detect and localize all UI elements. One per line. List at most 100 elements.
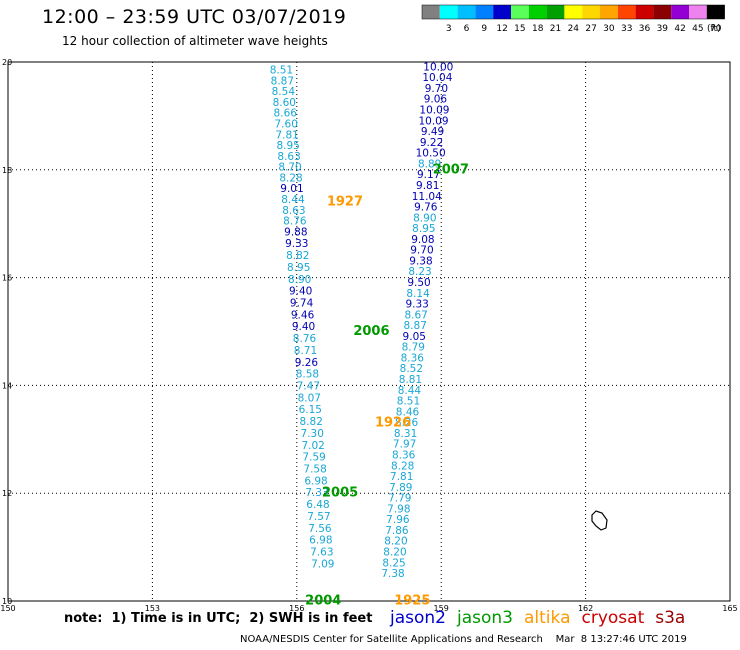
color-scale-swatch bbox=[600, 5, 618, 19]
swh-data-label: 7.59 bbox=[302, 452, 325, 464]
swh-data-label: 7.81 bbox=[390, 471, 413, 483]
color-scale-label: 21 bbox=[550, 24, 561, 34]
swh-data-label: 8.36 bbox=[392, 449, 416, 461]
color-scale-swatch bbox=[582, 5, 600, 19]
y-tick-labels: 10 12 14 16 18 20 bbox=[2, 58, 12, 606]
swh-data-label: 8.95 bbox=[287, 262, 310, 274]
x-tick-label: 156 bbox=[289, 604, 304, 613]
swh-data-label: 7.09 bbox=[311, 558, 334, 570]
color-scale-label: 27 bbox=[585, 24, 596, 34]
color-scale-unit: (ft) bbox=[707, 24, 721, 34]
swh-data-label: 8.44 bbox=[398, 385, 422, 397]
swh-data-label: 8.89 bbox=[418, 158, 441, 170]
y-tick-label: 14 bbox=[2, 381, 12, 390]
swh-data-label: 8.20 bbox=[384, 536, 407, 548]
swh-data-label: 7.89 bbox=[389, 482, 412, 494]
color-scale-label: 6 bbox=[464, 24, 470, 34]
swh-data-label: 7.56 bbox=[308, 523, 332, 535]
swh-data-label: 8.79 bbox=[402, 342, 425, 354]
swh-data-label: 7.97 bbox=[393, 439, 416, 451]
altimeter-tracks: 8.518.878.548.608.667.607.818.958.638.70… bbox=[270, 61, 454, 580]
swh-data-label: 10.04 bbox=[422, 72, 452, 84]
swh-data-label: 9.05 bbox=[403, 331, 426, 343]
swh-data-label: 9.01 bbox=[280, 183, 303, 195]
swh-data-label: 9.50 bbox=[407, 277, 430, 289]
color-scale-label: 45 bbox=[692, 24, 703, 34]
swh-data-label: 8.20 bbox=[383, 546, 406, 558]
page-subtitle: 12 hour collection of altimeter wave hei… bbox=[62, 34, 328, 48]
swh-data-label: 8.36 bbox=[401, 352, 425, 364]
swh-data-label: 8.67 bbox=[404, 309, 427, 321]
swh-data-label: 7.58 bbox=[303, 463, 326, 475]
color-scale-label: 70 bbox=[710, 24, 722, 34]
pass-number-label: 2006 bbox=[353, 324, 389, 339]
swh-data-label: 7.02 bbox=[301, 440, 324, 452]
swh-data-label: 8.90 bbox=[288, 274, 311, 286]
swh-data-label: 8.87 bbox=[404, 320, 427, 332]
y-tick-label: 16 bbox=[2, 274, 12, 283]
swh-data-label: 7.86 bbox=[385, 525, 409, 537]
swh-data-label: 7.33 bbox=[305, 487, 328, 499]
swh-data-label: 9.70 bbox=[425, 83, 448, 95]
color-scale-swatch bbox=[564, 5, 583, 19]
x-tick-label: 159 bbox=[434, 604, 449, 613]
swh-data-label: 8.07 bbox=[298, 392, 321, 404]
pass-number-labels: 1927 2007 2006 1926 2005 1925 2004 bbox=[305, 162, 469, 608]
swh-data-label: 7.98 bbox=[387, 503, 410, 515]
swh-data-label: 8.14 bbox=[406, 288, 430, 300]
swh-data-label: 9.81 bbox=[416, 180, 439, 192]
swh-data-label: 8.23 bbox=[408, 266, 431, 278]
swh-data-label: 6.98 bbox=[309, 535, 332, 547]
swh-data-label: 7.79 bbox=[388, 493, 411, 505]
pass-number-label: 2004 bbox=[305, 594, 341, 609]
color-scale-swatch bbox=[617, 5, 636, 19]
color-scale-swatch bbox=[671, 5, 689, 19]
color-scale-swatch bbox=[653, 5, 672, 19]
swh-data-label: 8.82 bbox=[286, 250, 309, 262]
color-scale-swatch bbox=[457, 5, 476, 19]
color-scale-swatch bbox=[546, 5, 565, 19]
footer-credit: NOAA/NESDIS Center for Satellite Applica… bbox=[240, 634, 687, 645]
swh-data-label: 8.81 bbox=[399, 374, 422, 386]
swh-data-label: 9.38 bbox=[409, 255, 432, 267]
legend-item-jason2: jason2 bbox=[390, 608, 446, 628]
swh-data-label: 11.04 bbox=[412, 191, 442, 203]
swh-data-label: 9.33 bbox=[405, 299, 428, 311]
island-outline bbox=[591, 510, 608, 531]
color-scale-swatch bbox=[528, 5, 547, 19]
grid-lines bbox=[8, 62, 730, 601]
color-scale-label: 33 bbox=[621, 24, 632, 34]
swh-data-label: 7.47 bbox=[297, 380, 320, 392]
swh-data-label: 10.00 bbox=[423, 61, 453, 73]
color-scale-label: 36 bbox=[639, 24, 651, 34]
color-scale-border bbox=[421, 4, 725, 20]
color-scale-label: 12 bbox=[496, 24, 507, 34]
swh-data-label: 9.88 bbox=[284, 226, 307, 238]
x-tick-label: 150 bbox=[0, 604, 15, 613]
swh-data-label: 9.74 bbox=[290, 297, 314, 309]
color-scale-swatch bbox=[439, 5, 458, 19]
swh-data-label: 8.52 bbox=[400, 363, 423, 375]
x-tick-labels: 150 153 156 159 162 165 bbox=[0, 604, 737, 613]
swh-data-label: 10.50 bbox=[416, 148, 446, 160]
y-tick-label: 18 bbox=[2, 166, 12, 175]
swh-data-label: 9.22 bbox=[420, 137, 443, 149]
color-scale-swatch bbox=[493, 5, 511, 19]
plot-frame bbox=[7, 61, 731, 602]
page-title: 12:00 – 23:59 UTC 03/07/2019 bbox=[42, 6, 347, 28]
color-scale-label: 9 bbox=[481, 24, 487, 34]
swh-data-label: 9.06 bbox=[424, 94, 448, 106]
swh-data-label: 8.58 bbox=[296, 369, 319, 381]
x-tick-label: 162 bbox=[578, 604, 593, 613]
color-scale-swatch bbox=[422, 5, 440, 19]
swh-data-label: 9.70 bbox=[410, 245, 433, 257]
color-scale-label: 24 bbox=[568, 24, 580, 34]
color-scale-bar: 3 6 9 12 15 18 21 24 27 30 33 36 39 42 45 70(ft) bbox=[421, 4, 725, 34]
legend-item-s3a: s3a bbox=[655, 608, 686, 628]
swh-data-label: 8.63 bbox=[277, 151, 300, 163]
swh-data-label: 8.90 bbox=[413, 212, 436, 224]
swh-data-label: 8.71 bbox=[294, 345, 317, 357]
swh-data-label: 10.09 bbox=[418, 115, 448, 127]
swh-data-label: 8.95 bbox=[276, 140, 299, 152]
